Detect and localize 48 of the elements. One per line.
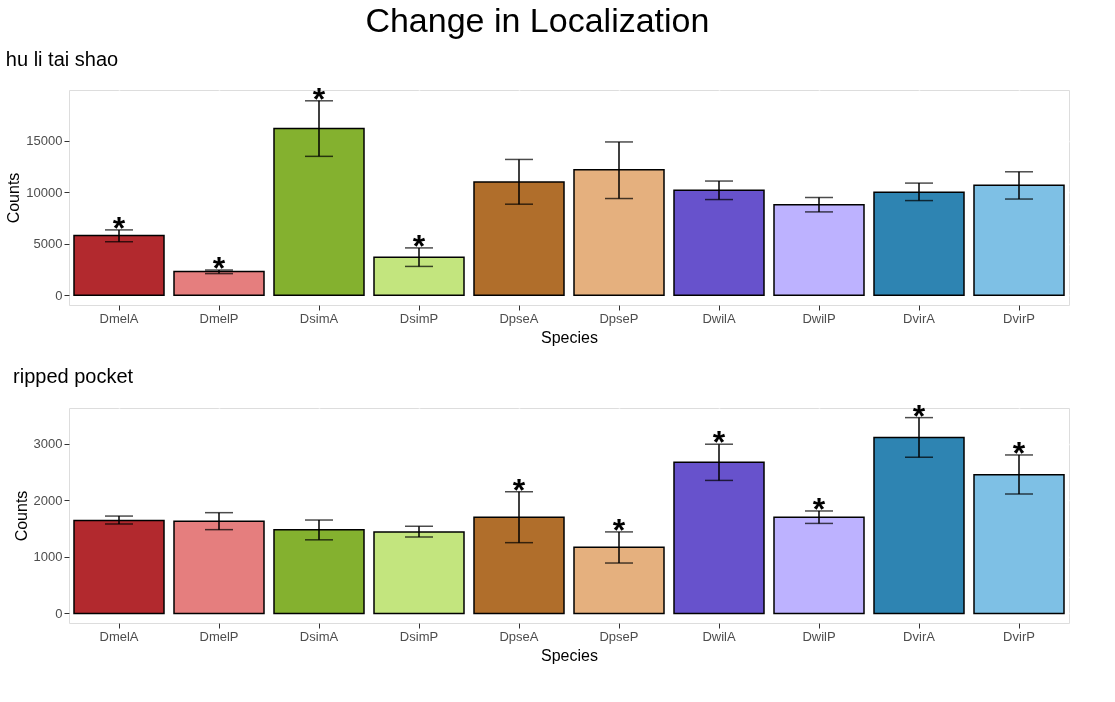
x-tick-label: DwilP [802, 628, 836, 644]
chart-subtitle: ripped pocket [13, 364, 134, 387]
y-tick-label: 3000 [33, 436, 63, 452]
x-tick-label: DsimP [399, 310, 439, 326]
annotation: * [312, 80, 326, 117]
x-tick-label: DwilP [802, 310, 836, 326]
x-tick-label: DwilA [702, 628, 736, 644]
x-tick-label: DpseP [599, 310, 639, 326]
x-axis-title: Species [541, 646, 598, 664]
chart-subtitle: hu li tai shao [5, 47, 119, 70]
x-tick-label: DvirA [903, 310, 936, 326]
x-tick-label: DsimA [299, 310, 339, 326]
annotation: * [812, 490, 826, 527]
x-tick-label: DmelA [99, 628, 139, 644]
x-tick-label: DwilA [702, 310, 736, 326]
x-tick-label: DmelP [199, 310, 239, 326]
x-tick-label: DmelA [99, 310, 139, 326]
x-tick-label: DpseP [599, 628, 639, 644]
x-tick-label: DmelP [199, 628, 239, 644]
x-tick-label: DvirA [903, 628, 936, 644]
y-tick-label: 1000 [33, 549, 63, 565]
y-tick-label: 15000 [26, 133, 63, 149]
bar [73, 234, 165, 296]
y-tick-label: 0 [55, 605, 63, 621]
bar [173, 270, 265, 296]
annotation: * [212, 250, 226, 287]
annotation: * [512, 471, 526, 508]
annotation: * [1012, 434, 1026, 471]
annotation: * [612, 511, 626, 548]
x-tick-label: DvirP [1003, 628, 1035, 644]
x-tick-label: DsimA [299, 628, 339, 644]
chart-title: Change in Localization [365, 1, 710, 40]
x-tick-label: DpseA [499, 628, 539, 644]
y-axis-title: Counts [5, 172, 23, 224]
y-tick-label: 5000 [33, 236, 63, 252]
bar [73, 519, 165, 615]
y-tick-label: 2000 [33, 492, 63, 508]
x-axis-title: Species [541, 328, 598, 346]
x-tick-label: DsimP [399, 628, 439, 644]
y-tick-label: 10000 [26, 184, 63, 200]
x-tick-label: DvirP [1003, 310, 1035, 326]
y-axis-title: Counts [12, 490, 30, 542]
annotation: * [412, 227, 426, 264]
y-tick-label: 0 [55, 287, 63, 303]
annotation: * [712, 424, 726, 461]
x-tick-label: DpseA [499, 310, 539, 326]
annotation: * [912, 397, 926, 434]
annotation: * [112, 209, 126, 246]
